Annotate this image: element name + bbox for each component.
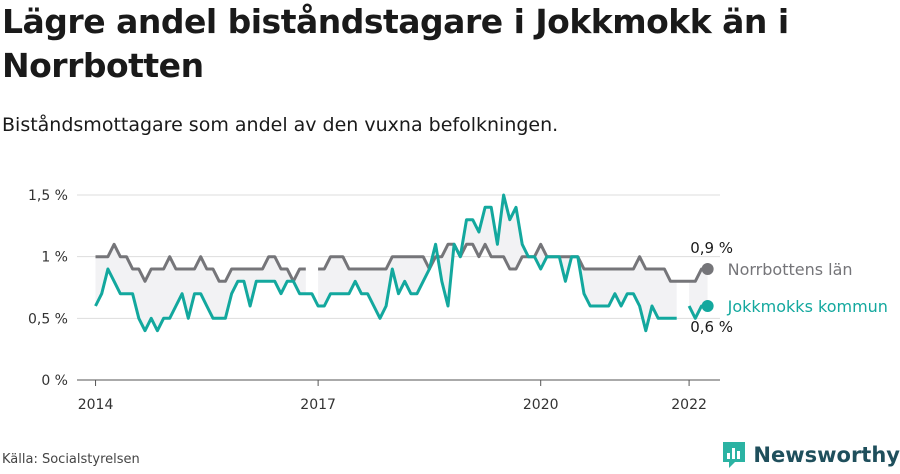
series-name-label: Jokkmokks kommun [727,297,888,316]
y-tick-label: 0,5 % [28,311,68,327]
brand-name: Newsworthy [753,443,900,467]
x-tick-label: 2020 [523,397,559,413]
chart-title: Lägre andel biståndstagare i Jokkmokk än… [2,2,789,85]
series-value-label: 0,6 % [690,318,733,336]
y-tick-label: 1,5 % [28,188,68,204]
axes: 0 % 0,5 % 1 % 1,5 % 2014 2017 2020 2022 [28,188,707,413]
series-lines [94,193,714,333]
series-end-point [701,300,714,312]
series-labels: Norrbottens län 0,9 % Jokkmokks kommun 0,6 … [690,239,888,336]
series-name-label: Norrbottens län [728,260,853,279]
newsworthy-logo: Newsworthy [721,440,900,470]
bar-chart-icon [723,442,746,468]
x-tick-label: 2014 [78,397,114,413]
source-note: Källa: Socialstyrelsen [2,452,140,467]
x-tick-label: 2022 [671,397,707,413]
line-chart: 0 % 0,5 % 1 % 1,5 % 2014 2017 2020 2022 Norrbot… [28,188,888,413]
y-tick-label: 0 % [41,373,68,389]
band-area [318,195,677,331]
band-area [95,244,306,331]
series-end-point [701,263,714,275]
series-line-norrbotten [95,242,708,283]
x-tick-label: 2017 [300,397,336,413]
series-value-label: 0,9 % [690,239,733,257]
y-tick-label: 1 % [41,250,68,266]
chart-subtitle: Biståndsmottagare som andel av den vuxna… [2,114,559,136]
